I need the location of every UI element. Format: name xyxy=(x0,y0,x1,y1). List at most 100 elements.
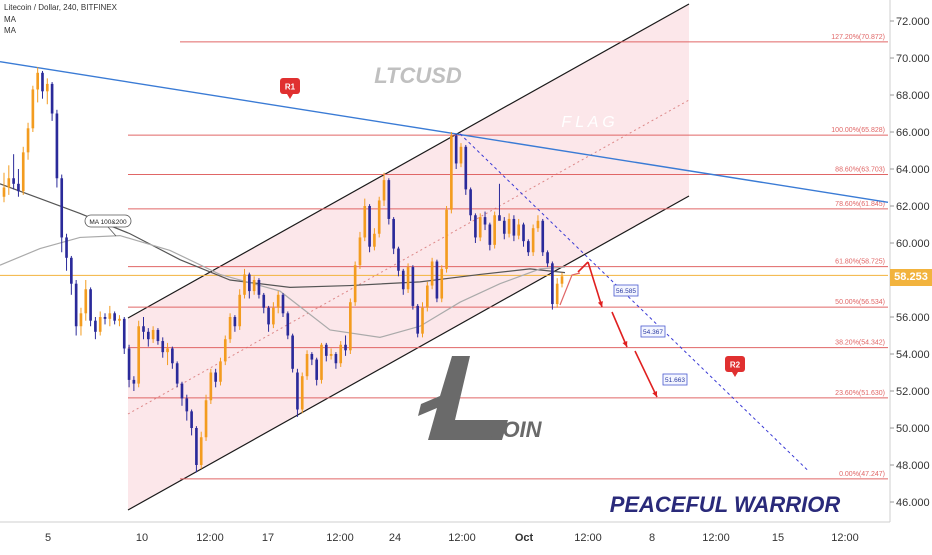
author-label: PEACEFUL WARRIOR xyxy=(610,492,841,517)
candle-body xyxy=(7,178,11,188)
target-arrow xyxy=(634,350,658,398)
candle-body xyxy=(267,307,270,325)
x-tick-label: 15 xyxy=(772,532,784,544)
candle-body xyxy=(334,354,338,364)
symbol-watermark: LTCUSD xyxy=(374,63,462,88)
x-tick-label: 12:00 xyxy=(574,532,602,544)
candle-body xyxy=(228,317,232,340)
target-label: 56.585 xyxy=(616,288,636,295)
candle-body xyxy=(397,248,400,271)
y-tick-label: 56.000 xyxy=(896,312,930,324)
target-arrow xyxy=(577,261,589,273)
candle-body xyxy=(21,152,25,192)
y-tick-label: 62.000 xyxy=(896,201,930,213)
flag-label: F L A G xyxy=(561,114,614,131)
candle-body xyxy=(272,307,275,325)
candle-body xyxy=(98,317,102,332)
symbol-title: Litecoin / Dollar, 240, BITFINEX xyxy=(4,3,117,12)
candle-body xyxy=(459,146,463,164)
candle-body xyxy=(425,285,429,308)
y-tick-label: 72.000 xyxy=(896,16,930,28)
candle-body xyxy=(31,89,35,129)
candle-body xyxy=(502,220,506,234)
target-box xyxy=(640,325,666,338)
candle-body xyxy=(435,261,439,299)
candle-body xyxy=(296,372,299,410)
candle-body xyxy=(406,267,410,290)
candle-body xyxy=(527,241,530,253)
candle-body xyxy=(488,224,492,245)
fib-level-label: 88.60%(63.703) xyxy=(835,166,885,173)
fib-level-label: 50.00%(56.534) xyxy=(835,299,885,306)
ma-100-line xyxy=(0,234,566,338)
y-tick-label: 48.000 xyxy=(896,460,930,472)
indicator-label: MA xyxy=(4,15,16,24)
candle-body xyxy=(41,72,44,92)
candle-body xyxy=(401,270,405,290)
candle-body xyxy=(531,228,535,253)
fib-level-label: 78.60%(61.845) xyxy=(835,201,885,208)
indicator-label: MA xyxy=(4,26,16,35)
candle-body xyxy=(551,263,554,305)
channel-lower-line xyxy=(127,195,690,511)
candle-body xyxy=(122,318,126,349)
y-tick-label: 68.000 xyxy=(896,90,930,102)
candle-body xyxy=(358,237,362,266)
candle-body xyxy=(344,344,347,351)
candle-body xyxy=(118,318,121,321)
litecoin-logo-text: ITCOIN xyxy=(467,417,543,442)
marker-pointer xyxy=(732,372,738,377)
target-arrow xyxy=(587,261,603,308)
marker-label: R1 xyxy=(285,83,296,92)
candle-body xyxy=(238,294,242,327)
candle-body xyxy=(377,200,381,234)
candle-body xyxy=(469,189,472,216)
candle-body xyxy=(560,276,564,284)
ma-label-pointer xyxy=(107,226,117,237)
candle-body xyxy=(257,280,261,295)
arrow-head xyxy=(652,391,658,397)
candle-body xyxy=(291,335,294,369)
resistance-marker xyxy=(280,78,300,94)
candle-body xyxy=(464,146,468,190)
candle-body xyxy=(60,178,64,238)
y-tick-label: 70.000 xyxy=(896,53,930,65)
candle-body xyxy=(445,209,448,269)
candle-body xyxy=(262,294,266,308)
candle-body xyxy=(300,376,304,410)
candle-body xyxy=(180,383,184,399)
x-tick-label: 12:00 xyxy=(196,532,224,544)
x-tick-label: 8 xyxy=(649,532,655,544)
candle-body xyxy=(305,354,309,377)
y-tick-label: 60.000 xyxy=(896,238,930,250)
candle-body xyxy=(137,326,141,384)
candle-body xyxy=(478,217,482,238)
fib-level-label: 38.20%(54.342) xyxy=(835,340,885,347)
candle-body xyxy=(387,180,391,219)
candle-body xyxy=(276,294,280,308)
target-arrow xyxy=(611,311,628,348)
x-tick-label: 12:00 xyxy=(448,532,476,544)
candle-body xyxy=(166,348,169,353)
candle-body xyxy=(286,313,290,336)
candle-body xyxy=(349,302,352,351)
candle-body xyxy=(324,344,328,356)
candle-body xyxy=(171,348,174,364)
candle-body xyxy=(392,218,395,249)
channel-upper-line xyxy=(127,3,690,319)
y-tick-label: 66.000 xyxy=(896,127,930,139)
candle-body xyxy=(55,113,59,179)
candle-body xyxy=(411,267,415,306)
candle-body xyxy=(161,341,165,353)
candle-body xyxy=(70,257,73,284)
projection-line xyxy=(459,133,809,471)
candle-body xyxy=(310,354,314,360)
candle-body xyxy=(17,183,20,192)
candle-body xyxy=(175,363,179,384)
candle-body xyxy=(127,348,131,380)
resistance-trendline xyxy=(0,61,889,203)
candle-body xyxy=(541,220,545,253)
candle-body xyxy=(132,379,136,384)
y-tick-label: 64.000 xyxy=(896,164,930,176)
